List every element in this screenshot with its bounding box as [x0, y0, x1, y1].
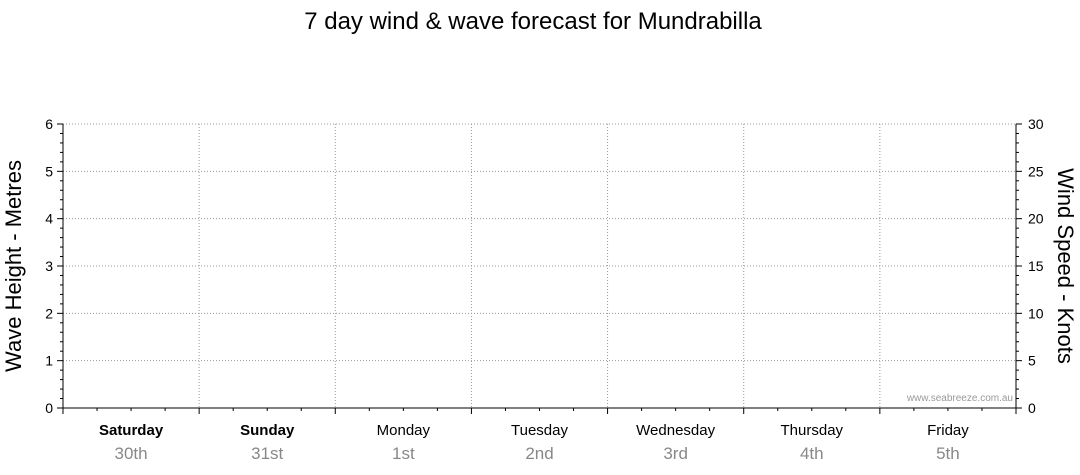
left-axis-title: Wave Height - Metres	[1, 160, 26, 372]
left-tick-label: 0	[45, 400, 53, 416]
right-tick-label: 20	[1028, 211, 1044, 227]
grid	[63, 123, 1016, 408]
right-tick-label: 0	[1028, 400, 1036, 416]
left-tick-label: 5	[45, 163, 53, 179]
right-tick-label: 10	[1028, 305, 1044, 321]
day-label: Sunday	[240, 422, 295, 439]
date-label: 1st	[392, 444, 415, 463]
right-tick-label: 30	[1028, 116, 1044, 132]
right-axis-title: Wind Speed - Knots	[1053, 168, 1078, 364]
chart-title: 7 day wind & wave forecast for Mundrabil…	[304, 8, 762, 35]
date-label: 5th	[936, 444, 960, 463]
day-label: Thursday	[781, 422, 844, 439]
day-label: Tuesday	[511, 422, 568, 439]
date-label: 3rd	[663, 444, 688, 463]
right-tick-label: 5	[1028, 353, 1036, 369]
day-label: Monday	[377, 422, 431, 439]
left-tick-label: 1	[45, 353, 53, 369]
right-tick-label: 25	[1028, 163, 1044, 179]
right-axis-ticks: 0 5 10 15 20 25 30	[1016, 116, 1044, 416]
date-label: 31st	[251, 444, 283, 463]
date-label: 30th	[115, 444, 148, 463]
left-tick-label: 2	[45, 305, 53, 321]
axes	[62, 124, 1017, 414]
left-tick-label: 3	[45, 258, 53, 274]
date-label: 2nd	[525, 444, 553, 463]
left-tick-label: 4	[45, 211, 53, 227]
left-tick-label: 6	[45, 116, 53, 132]
watermark: www.seabreeze.com.au	[906, 393, 1013, 404]
date-label: 4th	[800, 444, 824, 463]
left-axis-ticks: 0 1 2 3 4 5 6	[45, 116, 63, 416]
day-label: Wednesday	[636, 422, 715, 439]
day-label: Friday	[927, 422, 969, 439]
day-label: Saturday	[99, 422, 164, 439]
x-axis-labels: Saturday 30th Sunday 31st Monday 1st Tuesday 2n…	[99, 422, 969, 463]
right-tick-label: 15	[1028, 258, 1044, 274]
